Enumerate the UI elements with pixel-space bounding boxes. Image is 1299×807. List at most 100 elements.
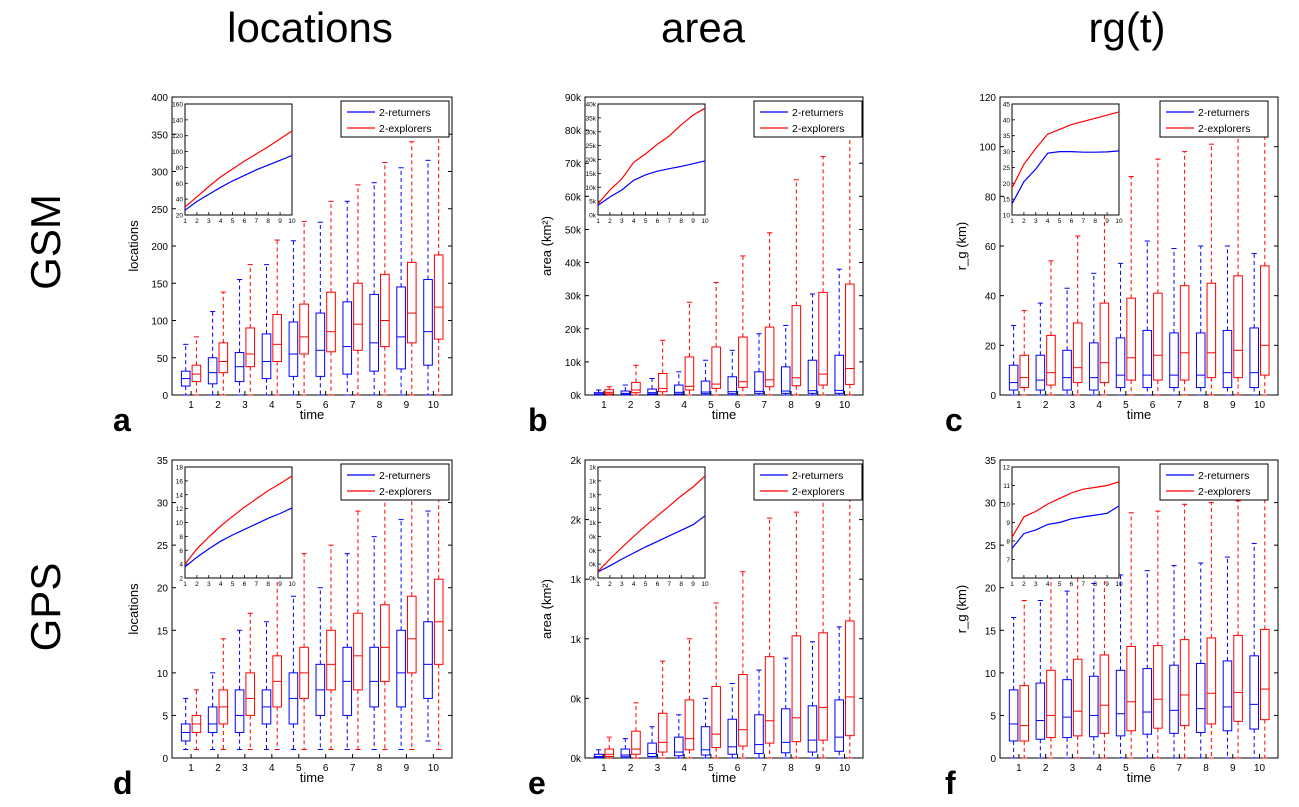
x-tick-label: 10 [839, 400, 851, 411]
inset-x-tick-label: 10 [1115, 218, 1123, 225]
box-body [326, 291, 336, 353]
box-body [807, 359, 818, 394]
inset-y-tick-label: 0k [589, 534, 597, 541]
box-body [1233, 634, 1243, 722]
legend-box [1159, 100, 1269, 138]
inset-x-tick-label: 7 [1082, 581, 1086, 588]
inset-x-tick-label: 4 [219, 581, 223, 588]
inset-line-explorers [597, 107, 706, 205]
box-explorers-t5 [1126, 175, 1136, 396]
box-returners-t3 [1062, 590, 1072, 759]
inset-y-tick-label: 9 [1006, 520, 1010, 527]
y-tick-label: 50k [565, 225, 582, 236]
legend: 2-returners 2-explorers [753, 463, 863, 501]
box-body [380, 604, 390, 682]
box-body [631, 730, 641, 755]
inset-x-tick-label: 3 [1034, 218, 1038, 225]
box-body [738, 674, 748, 747]
inset-x-tick-label: 1 [596, 218, 600, 225]
x-tick-label: 10 [1254, 763, 1266, 774]
inset-line-explorers [1011, 481, 1120, 538]
x-tick-label: 4 [681, 400, 687, 411]
x-tick-label: 9 [815, 400, 821, 411]
box-body [272, 314, 282, 362]
box-body [369, 646, 379, 708]
box-returners-t4 [1089, 272, 1099, 396]
inset-y-tick-label: 11 [1003, 483, 1010, 490]
box-body [1019, 354, 1030, 389]
box-body [1142, 668, 1153, 735]
box-returners-t6 [1142, 570, 1153, 759]
box-body [315, 312, 326, 377]
y-tick-label: 80k [565, 126, 582, 137]
column-title-area: area [660, 4, 746, 51]
inset-x-tick-label: 9 [278, 218, 282, 225]
y-tick-label: 20k [565, 325, 582, 336]
box-returners-t2 [207, 311, 218, 396]
box-body [1195, 332, 1206, 389]
box-returners-t8 [1195, 245, 1206, 396]
box-body [245, 672, 256, 716]
box-explorers-t10 [1260, 493, 1270, 759]
inset-x-tick-label: 4 [219, 218, 223, 225]
inset-x-tick-label: 2 [608, 218, 612, 225]
x-tick-label: 6 [323, 763, 329, 774]
box-body [807, 705, 818, 753]
inset-x-tick-label: 8 [1093, 581, 1097, 588]
inset-x-tick-label: 2 [1022, 581, 1026, 588]
box-returners-t2 [620, 738, 631, 759]
y-axis-label: area (km²) [539, 579, 554, 639]
inset-y-tick-label: 100 [172, 149, 183, 156]
box-explorers-t4 [684, 638, 695, 759]
x-tick-label: 8 [377, 400, 383, 411]
y-tick-label: 0k [570, 754, 582, 765]
box-body [353, 612, 363, 691]
box-body [780, 708, 791, 754]
legend: 2-returners 2-explorers [340, 100, 450, 138]
box-body [620, 390, 631, 395]
inset-y-tick-label: 18 [176, 465, 184, 472]
legend-label: 2-returners [1198, 470, 1249, 482]
x-tick-label: 3 [242, 400, 248, 411]
inset-x-tick-label: 4 [1046, 581, 1050, 588]
y-tick-label: 25 [157, 541, 169, 552]
inset-x-tick-label: 10 [1115, 581, 1123, 588]
box-returners-t9 [1222, 245, 1233, 396]
box-returners-t9 [396, 167, 406, 396]
x-tick-label: 8 [377, 763, 383, 774]
box-body [342, 301, 353, 375]
box-body [1062, 349, 1072, 391]
y-tick-label: 0k [570, 391, 582, 402]
inset-x-tick-label: 6 [243, 218, 247, 225]
box-returners-t3 [647, 726, 657, 759]
box-body [1142, 329, 1153, 389]
plot-frame [171, 459, 453, 759]
box-body [1179, 285, 1190, 381]
x-tick-label: 10 [1254, 400, 1266, 411]
box-explorers-t10 [1260, 108, 1270, 396]
box-returners-t10 [834, 626, 844, 759]
box-explorers-t10 [845, 465, 855, 759]
x-tick-label: 2 [1043, 763, 1049, 774]
y-tick-label: 300 [151, 168, 168, 179]
box-body [326, 629, 336, 691]
box-returners-t9 [807, 293, 818, 396]
x-tick-label: 4 [681, 763, 687, 774]
box-returners-t10 [423, 510, 433, 742]
x-tick-label: 5 [1123, 400, 1129, 411]
box-body [818, 632, 828, 741]
inset-y-tick-label: 35 [1003, 133, 1011, 140]
inset-x-tick-label: 7 [668, 218, 672, 225]
panel-letter-c: c [945, 402, 963, 438]
box-body [1169, 332, 1179, 389]
x-tick-label: 1 [601, 400, 607, 411]
x-tick-label: 4 [1096, 763, 1102, 774]
box-body [1115, 337, 1126, 389]
box-explorers-t9 [1233, 500, 1243, 759]
inset-y-tick-label: 20 [1003, 181, 1011, 188]
y-tick-label: 60 [985, 242, 997, 253]
legend-box [340, 463, 450, 501]
box-body [191, 364, 202, 383]
